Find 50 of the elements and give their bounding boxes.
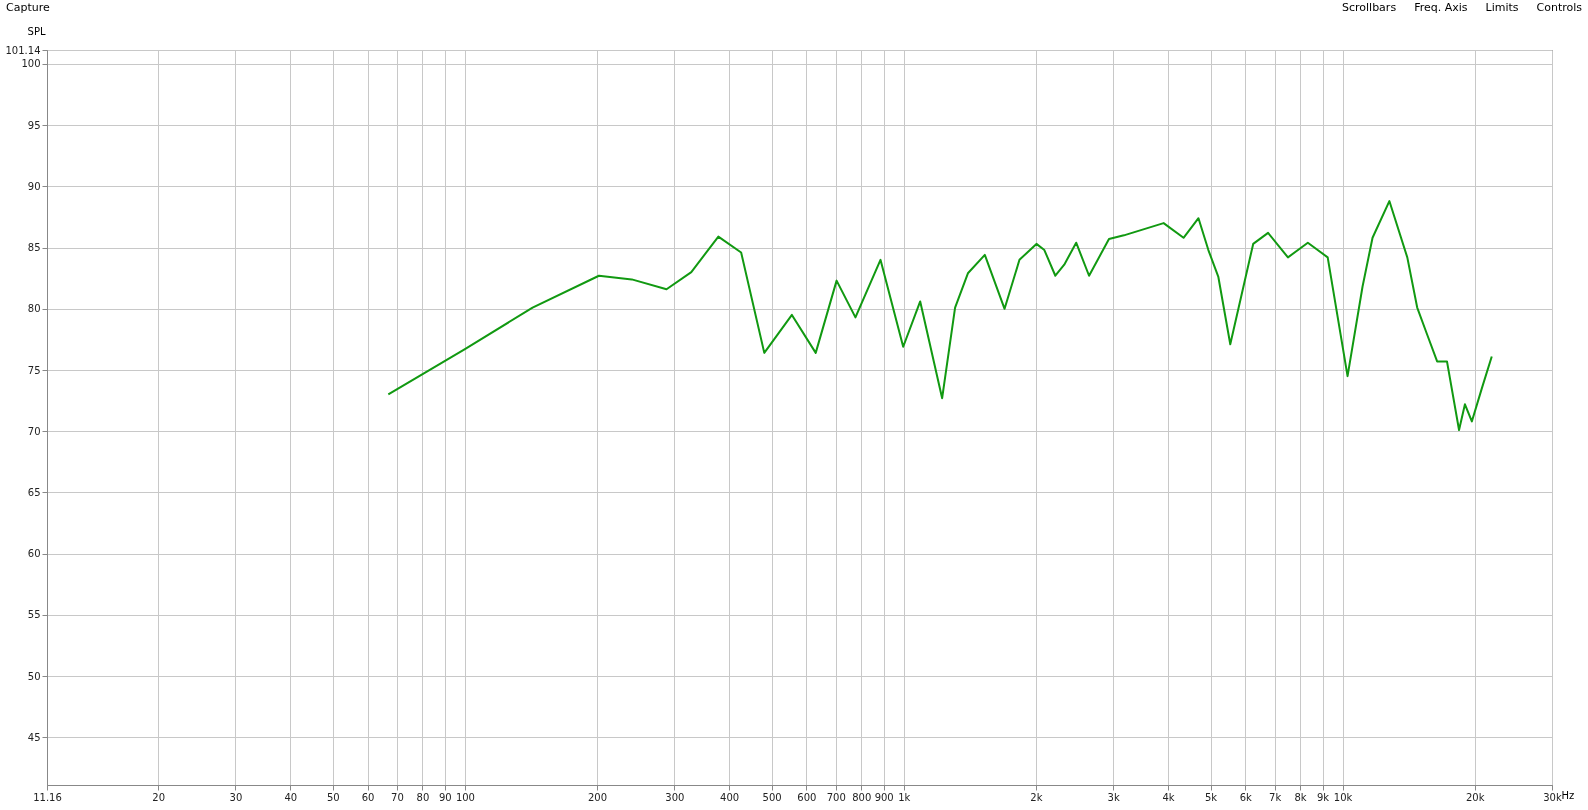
x-tick-label: 800: [852, 791, 872, 803]
y-tick-label: 65: [27, 486, 41, 498]
x-tick-label: 8k: [1294, 791, 1307, 803]
x-tick-label: 400: [720, 791, 740, 803]
text: Capture: [6, 1, 50, 14]
x-tick-label: 11.16: [33, 791, 62, 803]
y-tick-label: 45: [27, 731, 41, 743]
text: Controls: [1536, 1, 1582, 14]
y-tick-label: 100: [21, 58, 41, 70]
y-tick-label: 101.14: [5, 44, 41, 56]
x-tick-label: 600: [797, 791, 817, 803]
x-tick-label: 30k: [1543, 791, 1562, 803]
x-tick-label: 20k: [1465, 791, 1485, 803]
x-tick-label: 4k: [1162, 791, 1175, 803]
y-tick-label: 70: [27, 425, 41, 437]
y-tick-label: 85: [27, 242, 41, 254]
x-axis-title: Hz: [1561, 789, 1575, 801]
x-tick-label: 7k: [1269, 791, 1282, 803]
x-tick-label: 30: [229, 791, 243, 803]
x-tick-label: 5k: [1204, 791, 1218, 803]
y-tick-label: 60: [27, 548, 41, 560]
text: Limits: [1485, 1, 1519, 14]
y-tick-label: 75: [27, 364, 41, 376]
x-tick-label: 20: [152, 791, 166, 803]
x-tick-label: 100: [455, 791, 475, 803]
x-tick-label: 2k: [1030, 791, 1043, 803]
y-tick-label: 55: [27, 609, 41, 621]
text: Freq. Axis: [1414, 1, 1468, 14]
x-tick-label: 50: [326, 791, 340, 803]
x-tick-label: 500: [762, 791, 782, 803]
x-tick-label: 60: [361, 791, 375, 803]
x-tick-label: 700: [826, 791, 846, 803]
x-tick-label: 80: [416, 791, 430, 803]
y-tick-label: 50: [27, 670, 41, 682]
x-tick-label: 1k: [898, 791, 911, 803]
y-tick-label: 80: [27, 303, 41, 315]
x-tick-label: 90: [438, 791, 452, 803]
x-tick-label: 40: [284, 791, 298, 803]
x-tick-label: 9k: [1316, 791, 1330, 803]
x-tick-label: 70: [391, 791, 404, 803]
x-tick-label: 10k: [1333, 791, 1353, 803]
text: Scrollbars: [1341, 1, 1397, 14]
x-tick-label: 200: [587, 791, 608, 803]
x-tick-label: 900: [874, 791, 894, 803]
y-axis-title: SPL: [27, 25, 46, 37]
x-tick-label: 3k: [1107, 791, 1120, 803]
y-tick-label: 95: [27, 119, 41, 131]
y-tick-label: 90: [27, 180, 41, 192]
x-tick-label: 6k: [1239, 791, 1253, 803]
x-tick-label: 300: [665, 791, 685, 803]
